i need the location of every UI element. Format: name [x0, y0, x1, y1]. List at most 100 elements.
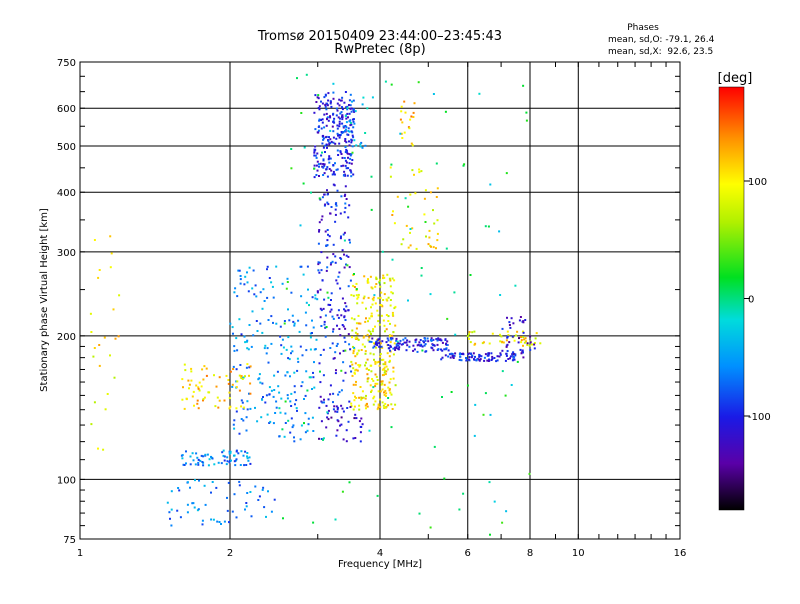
data-point: [392, 366, 395, 369]
data-point: [317, 129, 320, 132]
data-point: [325, 108, 328, 111]
data-point: [369, 364, 372, 367]
data-point: [352, 350, 355, 352]
data-point: [339, 112, 342, 115]
data-point: [323, 163, 326, 166]
colorbar-tick-label: -100: [748, 412, 771, 423]
data-point: [324, 203, 327, 206]
data-point: [335, 345, 338, 347]
data-point: [222, 454, 225, 457]
data-point: [315, 156, 318, 159]
data-point: [411, 227, 414, 230]
data-point: [313, 167, 316, 170]
data-point: [228, 397, 231, 400]
data-point: [300, 265, 303, 268]
data-point: [366, 333, 369, 336]
data-point: [377, 314, 380, 317]
data-point: [318, 119, 321, 122]
data-point: [446, 317, 449, 320]
data-point: [223, 520, 226, 523]
data-point: [323, 398, 325, 401]
data-point: [384, 373, 387, 376]
data-point: [348, 130, 351, 133]
data-point: [379, 285, 382, 288]
data-point: [323, 298, 326, 301]
data-point: [210, 455, 212, 458]
data-point: [341, 108, 344, 111]
data-point: [239, 364, 242, 366]
data-point: [102, 448, 105, 451]
data-point: [520, 341, 523, 344]
data-point: [345, 117, 348, 120]
data-point: [114, 337, 117, 340]
data-point: [514, 284, 517, 287]
data-point: [354, 362, 357, 365]
data-point: [268, 386, 271, 389]
data-point: [499, 340, 502, 343]
data-point: [342, 131, 345, 134]
data-point: [275, 265, 278, 268]
data-points: [89, 73, 542, 536]
data-point: [506, 316, 508, 319]
data-point: [349, 406, 352, 408]
data-point: [234, 464, 237, 467]
data-point: [248, 266, 251, 269]
data-point: [487, 225, 490, 228]
data-point: [342, 125, 345, 128]
data-point: [366, 402, 368, 405]
data-point: [523, 341, 526, 344]
data-point: [528, 344, 531, 347]
data-point: [320, 127, 323, 130]
data-point: [223, 399, 226, 402]
data-point: [369, 384, 372, 387]
data-point: [318, 271, 321, 274]
data-point: [466, 335, 469, 338]
data-point: [493, 500, 496, 503]
data-point: [239, 282, 242, 285]
data-point: [371, 378, 374, 380]
data-point: [261, 307, 264, 310]
data-point: [344, 138, 347, 140]
data-point: [322, 307, 325, 310]
data-point: [373, 342, 375, 345]
data-point: [384, 395, 387, 397]
data-point: [313, 151, 316, 154]
data-point: [322, 159, 325, 162]
data-point: [346, 264, 349, 267]
data-point: [387, 397, 390, 399]
data-point: [418, 512, 421, 515]
data-point: [336, 109, 339, 112]
data-point: [329, 310, 332, 313]
data-point: [318, 362, 321, 365]
data-point: [235, 450, 238, 453]
data-point: [352, 437, 355, 440]
data-point: [315, 164, 318, 167]
data-point: [346, 152, 349, 155]
data-point: [188, 387, 190, 390]
data-point: [338, 271, 341, 274]
data-point: [445, 347, 448, 350]
data-point: [311, 332, 313, 334]
data-point: [392, 331, 395, 334]
data-point: [235, 407, 238, 410]
data-point: [316, 152, 319, 155]
data-point: [231, 326, 234, 329]
data-point: [318, 105, 321, 108]
data-point: [332, 243, 335, 246]
data-point: [339, 151, 342, 154]
data-point: [430, 245, 432, 248]
data-point: [226, 509, 229, 512]
data-point: [499, 352, 502, 355]
data-point: [253, 293, 256, 296]
data-point: [350, 370, 353, 373]
data-point: [181, 378, 184, 381]
data-point: [366, 405, 369, 408]
data-point: [308, 376, 311, 379]
data-point: [341, 116, 343, 118]
data-point: [246, 455, 248, 458]
data-point: [270, 510, 273, 513]
data-point: [324, 105, 327, 108]
data-point: [235, 337, 238, 340]
data-point: [373, 345, 376, 348]
data-point: [334, 162, 336, 165]
